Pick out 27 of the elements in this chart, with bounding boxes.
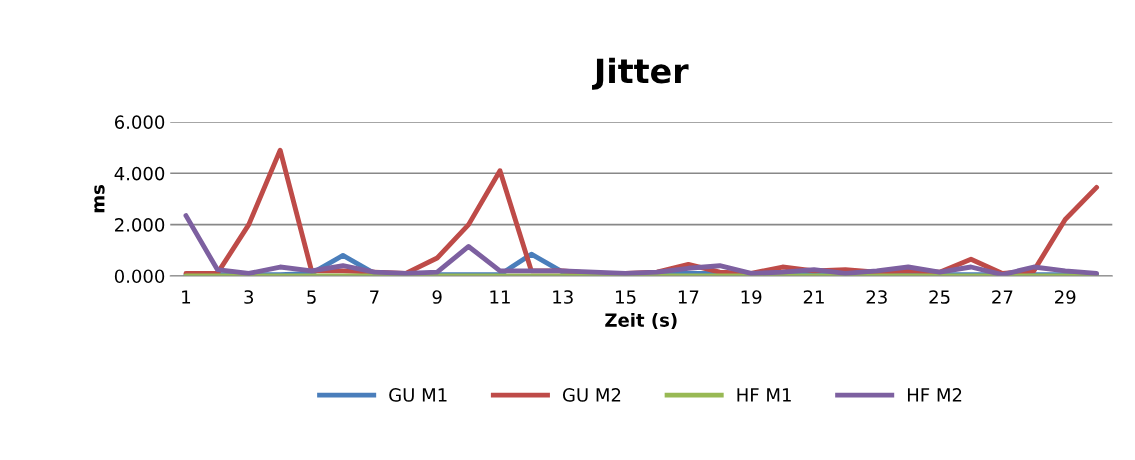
x-tick-label: 19 [741,290,762,304]
y-tick-label: 6.000 [114,115,165,130]
x-tick-label: 29 [1055,290,1076,304]
x-tick-label: 23 [866,290,887,304]
x-tick-label: 17 [678,290,699,304]
legend-label: HF M2 [907,388,962,402]
line-series [183,213,1100,276]
x-tick-label: 27 [992,290,1013,304]
legend-label: GU M2 [562,388,621,402]
x-tick-label: 9 [432,290,442,304]
y-axis-title: ms [94,185,105,213]
legend-label: HF M1 [737,388,791,402]
x-tick-label: 21 [803,290,824,304]
y-tick-label: 4.000 [114,166,165,181]
x-tick-label: 1 [182,290,191,304]
x-tick-label: 7 [370,290,379,304]
x-axis-title: Zeit (s) [605,312,677,330]
x-tick-label: 5 [307,290,316,304]
x-tick-label: 15 [616,290,636,304]
x-tick-label: 13 [553,290,573,304]
x-tick-label: 25 [929,290,950,304]
chart-title: Jitter [592,57,689,90]
x-tick-label: 11 [490,290,510,304]
x-tick-label: 3 [244,290,254,304]
y-tick-label: 2.000 [115,218,165,232]
y-tick-label: 0.000 [114,269,165,284]
legend-label: GU M1 [389,388,447,402]
